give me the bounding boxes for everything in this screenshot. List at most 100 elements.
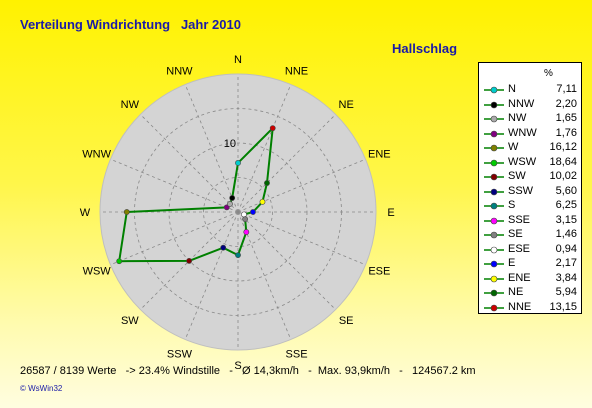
legend-marker — [484, 130, 504, 137]
direction-label-nnw: NNW — [166, 66, 193, 78]
data-point-nne — [269, 125, 276, 132]
legend-marker — [484, 115, 504, 123]
direction-label-wnw: WNW — [82, 148, 111, 160]
legend-marker — [484, 289, 504, 297]
legend-item-nne: NNE 13,15 — [479, 300, 583, 315]
legend-label: SE — [508, 228, 523, 240]
grid-spoke — [140, 114, 239, 213]
legend-item-sw: SW 10,02 — [479, 169, 583, 184]
data-point-s — [235, 252, 241, 259]
legend-label: SSE — [508, 213, 531, 226]
data-point-ssw — [220, 244, 227, 251]
data-point-n — [235, 160, 241, 166]
legend-value: 6,25 — [555, 199, 577, 211]
legend-marker — [484, 202, 504, 210]
legend-marker — [484, 260, 504, 268]
legend-item-nnw: NNW 2,20 — [479, 97, 583, 112]
legend-marker — [484, 173, 504, 181]
legend-marker — [484, 188, 504, 195]
legend-value: 18,64 — [549, 155, 577, 168]
legend-value: 3,84 — [555, 271, 577, 284]
software-credit: © WsWin32 — [20, 384, 63, 393]
direction-label-sw: SW — [121, 315, 139, 327]
legend-label: SW — [508, 170, 526, 182]
legend-item-ese: ESE 0,94 — [479, 242, 583, 257]
legend-item-nw: NW 1,65 — [479, 111, 583, 126]
grid-spoke — [110, 158, 239, 213]
legend-value: 5,94 — [555, 286, 577, 298]
legend-marker — [484, 86, 504, 94]
grid-spoke — [184, 211, 239, 340]
legend-value: 16,12 — [549, 141, 577, 153]
legend-item-ssw: SSW 5,60 — [479, 184, 583, 199]
legend-value: 7,11 — [556, 83, 577, 95]
direction-label-ne: NE — [339, 99, 354, 111]
legend-value: 13,15 — [549, 300, 577, 313]
direction-label-ene: ENE — [368, 148, 391, 160]
data-point-ne — [264, 180, 270, 186]
legend-label: ESE — [508, 242, 531, 255]
grid-spoke — [110, 211, 239, 266]
legend-label: WSW — [508, 155, 537, 168]
data-point-se — [242, 216, 249, 223]
legend-label: NW — [508, 112, 527, 124]
direction-label-n: N — [234, 54, 242, 66]
legend-item-wnw: WNW 1,76 — [479, 126, 583, 141]
data-point-sw — [186, 257, 193, 264]
legend-item-n: N 7,11 — [479, 82, 583, 97]
legend-value: 1,76 — [555, 126, 577, 139]
data-point-e — [250, 209, 256, 215]
legend-value: 1,46 — [555, 228, 577, 240]
legend-value: 10,02 — [549, 170, 577, 182]
grid-spoke — [237, 84, 292, 213]
legend-item-s: S 6,25 — [479, 198, 583, 213]
legend-value: 1,65 — [555, 112, 577, 124]
grid-spoke — [184, 84, 239, 213]
legend: % N 7,11 NNW 2,20 NW 1,65 WNW 1,76 W 16,12 WSW 18,6… — [478, 62, 582, 314]
data-point-sse — [243, 229, 250, 235]
direction-label-ssw: SSW — [167, 348, 193, 360]
grid-spoke — [237, 211, 292, 340]
legend-value: 2,20 — [555, 97, 577, 110]
grid-spoke — [237, 211, 336, 310]
data-point-nw — [227, 201, 233, 207]
direction-label-se: SE — [339, 315, 354, 327]
data-point-wsw — [116, 258, 123, 265]
legend-value: 0,94 — [555, 242, 577, 255]
statistics-summary: 26587 / 8139 Werte -> 23.4% Windstille -… — [20, 365, 476, 377]
data-point-ene — [259, 198, 266, 205]
data-point-w — [123, 209, 130, 215]
legend-marker — [484, 304, 504, 311]
legend-item-e: E 2,17 — [479, 256, 583, 271]
direction-label-ese: ESE — [368, 266, 390, 278]
direction-label-s: S — [234, 360, 241, 372]
direction-label-w: W — [80, 207, 91, 219]
legend-item-w: W 16,12 — [479, 140, 583, 155]
data-point-ese — [241, 211, 247, 218]
legend-marker — [484, 101, 504, 108]
legend-item-se: SE 1,46 — [479, 227, 583, 242]
legend-label: E — [508, 257, 516, 269]
direction-label-wsw: WSW — [83, 266, 112, 278]
legend-label: WNW — [508, 126, 537, 139]
station-name: Hallschlag — [392, 41, 458, 56]
legend-item-ne: NE 5,94 — [479, 285, 583, 300]
legend-marker — [484, 159, 504, 166]
legend-marker — [484, 275, 504, 282]
legend-item-ene: ENE 3,84 — [479, 271, 583, 286]
direction-label-sse: SSE — [286, 348, 308, 360]
legend-value: 3,15 — [555, 213, 577, 226]
legend-item-wsw: WSW 18,64 — [479, 155, 583, 170]
legend-label: N — [508, 83, 516, 95]
grid-spokes — [100, 74, 376, 350]
legend-label: SSW — [508, 184, 534, 197]
data-point-nnw — [229, 195, 236, 201]
chart-title: Verteilung Windrichtung Jahr 2010 — [20, 17, 241, 32]
legend-item-sse: SSE 3,15 — [479, 213, 583, 228]
legend-value: 5,60 — [555, 184, 577, 197]
legend-unit: % — [544, 68, 553, 79]
legend-label: W — [508, 141, 519, 153]
legend-marker — [484, 246, 504, 253]
